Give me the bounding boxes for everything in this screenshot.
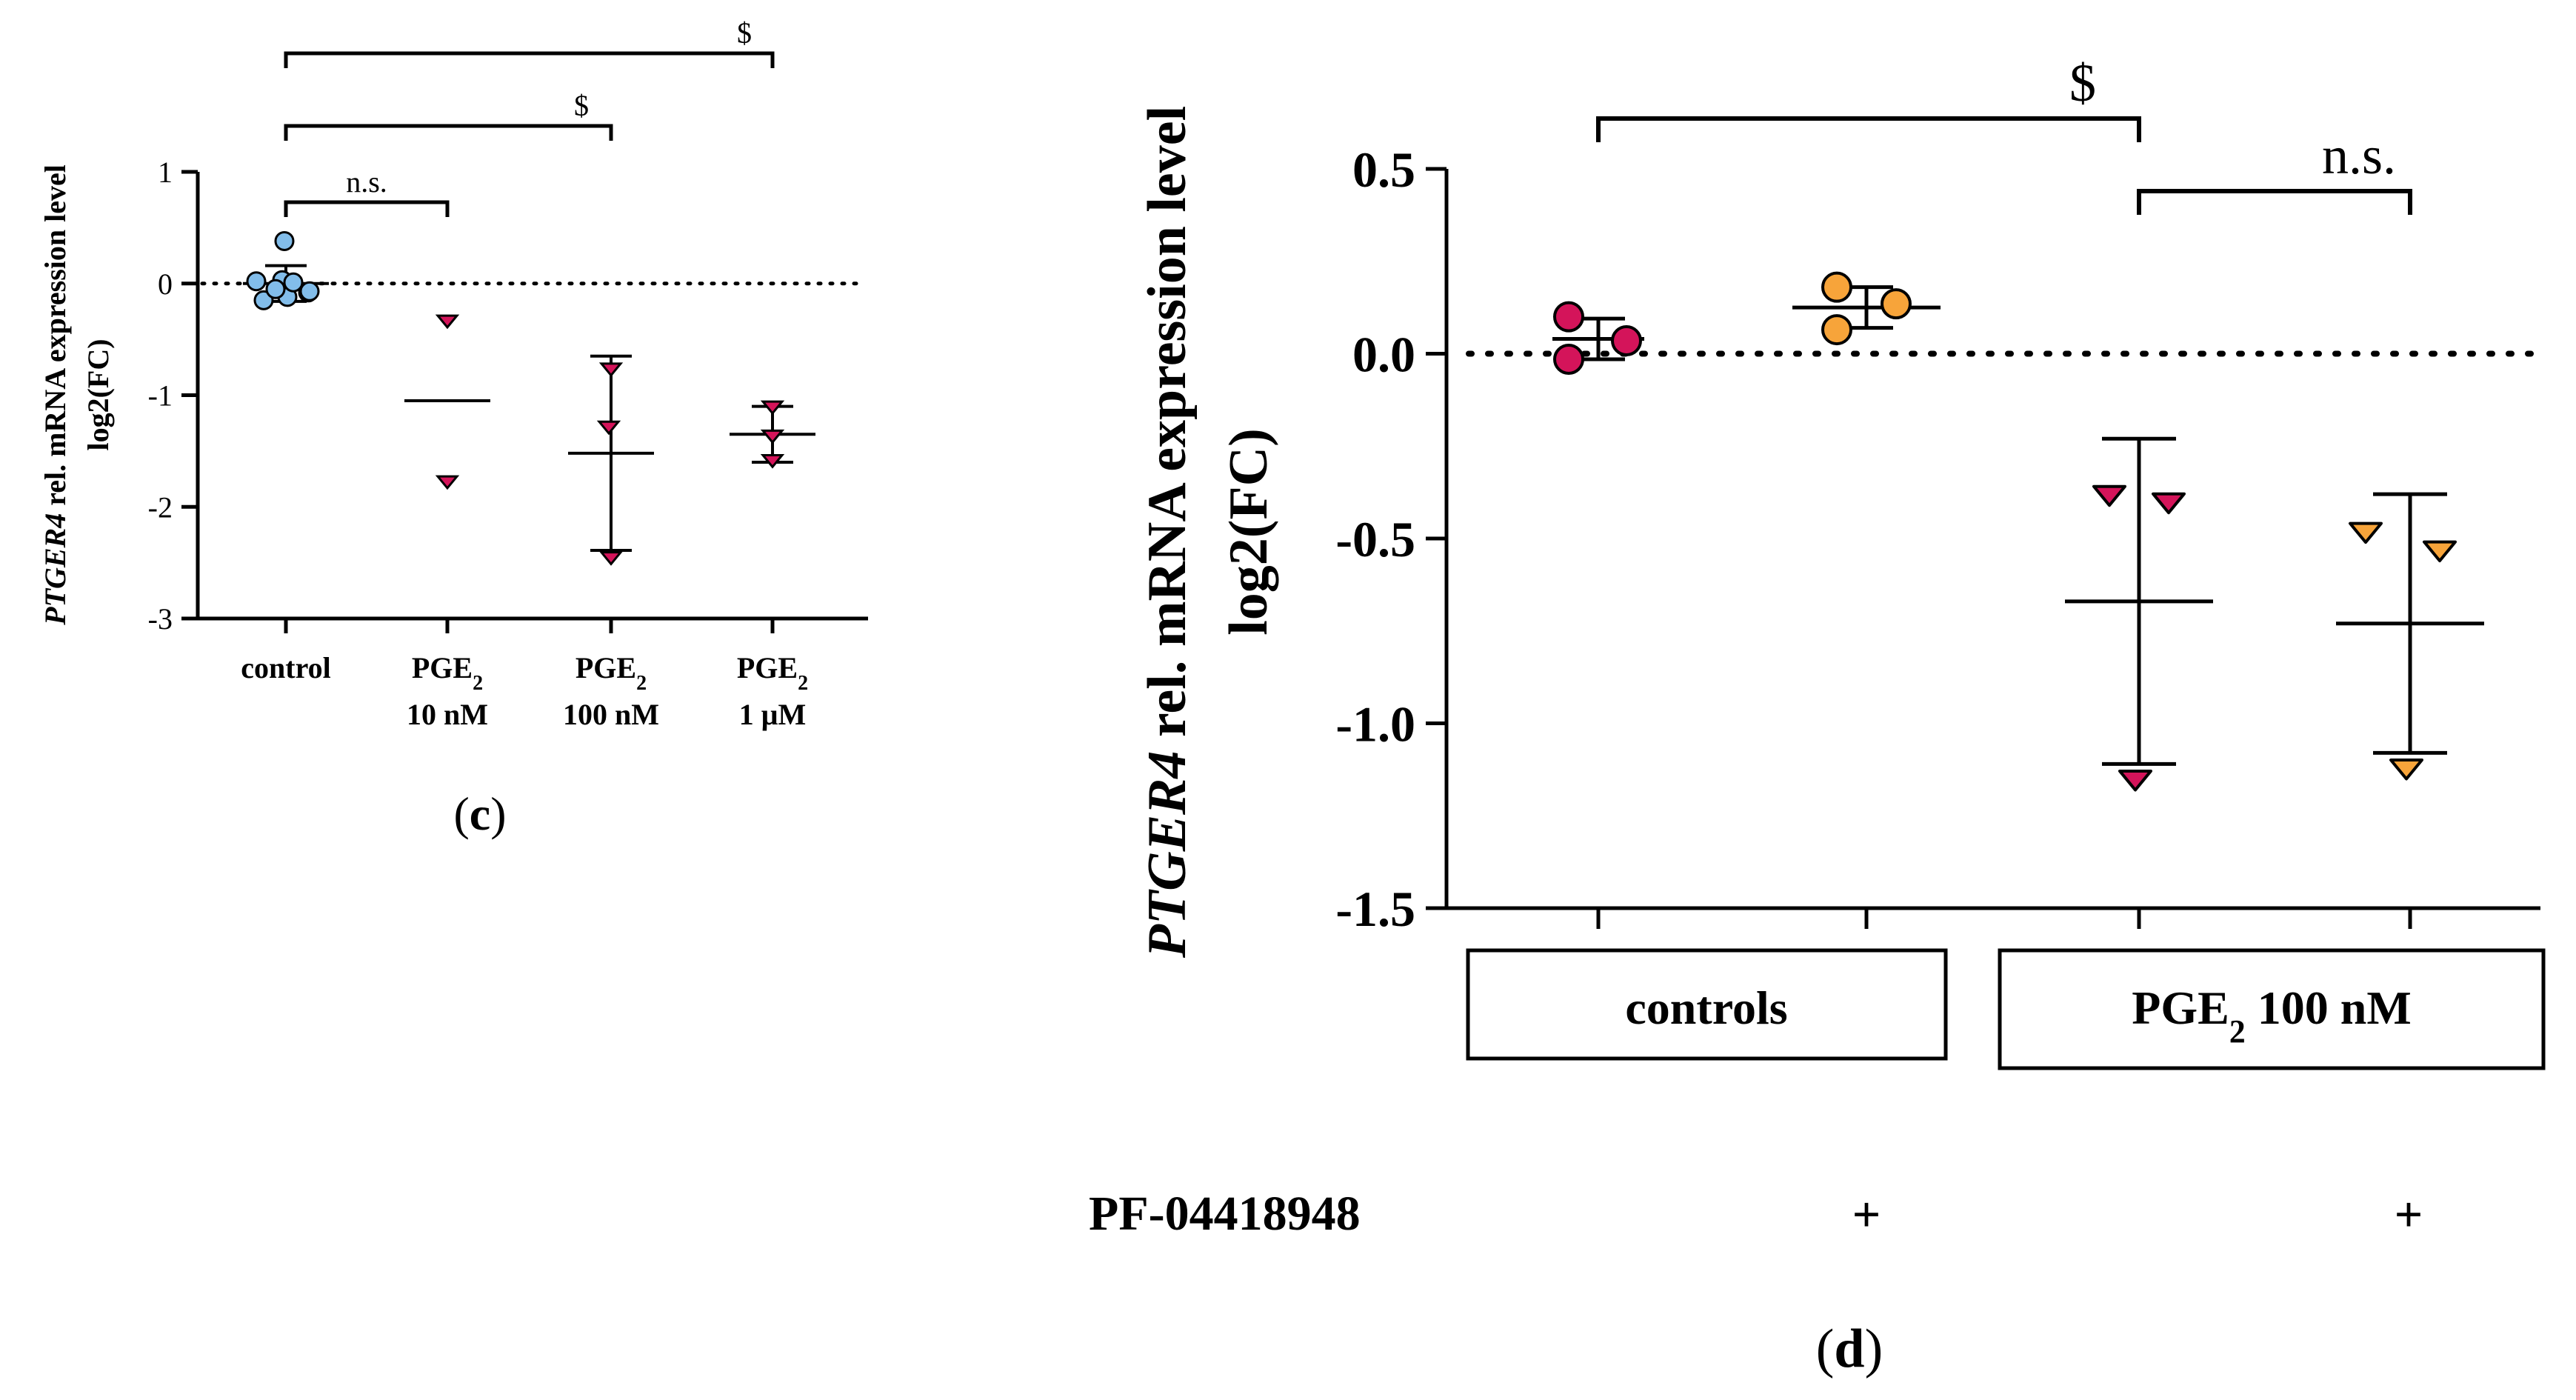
c-panel-label: (c) <box>453 787 506 840</box>
c-significance-bracket <box>284 200 450 217</box>
inhibitor-marks: + + <box>1852 1186 2423 1242</box>
c-significance-label: $ <box>737 16 752 50</box>
c-significance-label: $ <box>574 89 589 122</box>
c-data-points <box>246 230 785 566</box>
d-significance-label: $ <box>2069 53 2096 113</box>
c-data-point <box>274 230 295 251</box>
c-data-point <box>299 281 320 301</box>
c-x-tick-label: PGE2 <box>737 651 808 695</box>
d-y-axis-label: PTGER4 rel. mRNA expression level <box>1137 106 1198 959</box>
c-panel-letter: c <box>470 787 490 840</box>
group-label-pge2-rest: 100 nM <box>2246 981 2412 1034</box>
d-data-point <box>1821 314 1852 346</box>
c-significance-label: n.s. <box>346 165 387 199</box>
c-data-point <box>246 271 267 292</box>
d-y-ticks: 0.5 0.0 -0.5 -1.0 -1.5 <box>1335 141 1447 937</box>
group-label-controls: controls <box>1625 981 1787 1034</box>
c-y-axis-label-line2: log2(FC) <box>81 339 115 450</box>
d-data-point <box>1611 325 1642 357</box>
c-x-tick-label: 10 nM <box>407 698 488 731</box>
group-box-pge2 <box>1998 948 2546 1070</box>
d-significance-bracket <box>1596 116 2141 142</box>
c-data-point <box>760 400 785 416</box>
d-significance-brackets: $ n.s. <box>1596 53 2412 215</box>
c-y-ticks: 1 0 -1 -2 -3 <box>148 156 198 636</box>
d-y-tick-label: 0.0 <box>1352 327 1415 383</box>
d-data-point <box>1553 301 1584 333</box>
c-y-tick-label: 0 <box>158 267 173 301</box>
c-y-tick-label: -3 <box>148 602 173 636</box>
c-y-label-rest: rel. mRNA expression level <box>39 164 72 513</box>
d-y-axis-label-line2: log2(FC) <box>1218 428 1279 636</box>
c-data-point <box>283 272 304 293</box>
c-significance-bracket <box>284 124 613 141</box>
d-y-label-rest: rel. mRNA expression level <box>1137 106 1198 751</box>
inhibitor-label: PF-04418948 <box>1089 1187 1361 1241</box>
c-data-point <box>760 429 785 444</box>
panel-d: $ n.s. 0.5 0.0 -0.5 -1.0 -1.5 PTGER4 rel. mRN… <box>1089 53 2546 1379</box>
c-significance-bracket <box>284 51 775 68</box>
d-data-point <box>2423 540 2457 563</box>
d-data-point <box>2092 484 2126 507</box>
d-data-point <box>2118 769 2152 792</box>
d-data-point <box>1881 288 1912 320</box>
c-data-point <box>253 290 274 310</box>
d-data-point <box>1821 271 1852 303</box>
c-significance-brackets: n.s. $ $ <box>284 16 775 217</box>
c-data-point <box>596 420 621 436</box>
group-box-controls <box>1466 948 1948 1061</box>
inhibitor-plus-mark: + <box>1852 1186 1881 1242</box>
c-y-tick-label: -1 <box>148 379 173 413</box>
d-panel-label: (d) <box>1816 1319 1883 1379</box>
c-data-point <box>760 454 785 469</box>
d-data-point <box>2349 521 2383 544</box>
d-significance-bracket <box>2137 189 2412 215</box>
c-x-tick-label: control <box>241 651 330 684</box>
d-x-ticks <box>1596 908 2412 929</box>
group-label-pge2-main: PGE <box>2132 981 2229 1034</box>
c-y-axis-label: PTGER4 rel. mRNA expression level <box>39 164 72 626</box>
group-label-pge2: PGE2 100 nM <box>2132 981 2412 1050</box>
c-x-tick-label: 1 μM <box>739 698 806 731</box>
c-x-tick-label: PGE2 <box>412 651 483 695</box>
d-y-label-gene: PTGER4 <box>1137 751 1198 959</box>
group-label-pge2-sub: 2 <box>2229 1013 2246 1050</box>
d-panel-letter: d <box>1834 1319 1864 1379</box>
c-data-point <box>435 475 460 490</box>
d-significance-label: n.s. <box>2322 126 2396 185</box>
d-data-point <box>2152 492 2186 515</box>
c-error-bars <box>243 264 815 553</box>
c-data-point <box>265 279 286 299</box>
c-data-point <box>598 551 624 566</box>
c-y-tick-label: -2 <box>148 490 173 524</box>
d-y-tick-label: -1.0 <box>1335 696 1415 753</box>
c-y-tick-label: 1 <box>158 156 173 189</box>
d-data-points <box>1553 271 2457 792</box>
c-x-tick-label: 100 nM <box>563 698 659 731</box>
c-data-point <box>598 362 624 378</box>
d-y-tick-label: 0.5 <box>1352 141 1415 198</box>
c-x-tick-label: PGE2 <box>575 651 647 695</box>
d-error-bars <box>1552 285 2484 766</box>
c-data-point <box>435 314 460 330</box>
d-data-point <box>1553 343 1584 375</box>
inhibitor-plus-mark: + <box>2395 1186 2423 1242</box>
d-data-point <box>2389 758 2423 781</box>
c-y-label-gene: PTGER4 <box>39 513 72 626</box>
d-y-tick-label: -1.5 <box>1335 881 1415 937</box>
d-y-tick-label: -0.5 <box>1335 511 1415 567</box>
